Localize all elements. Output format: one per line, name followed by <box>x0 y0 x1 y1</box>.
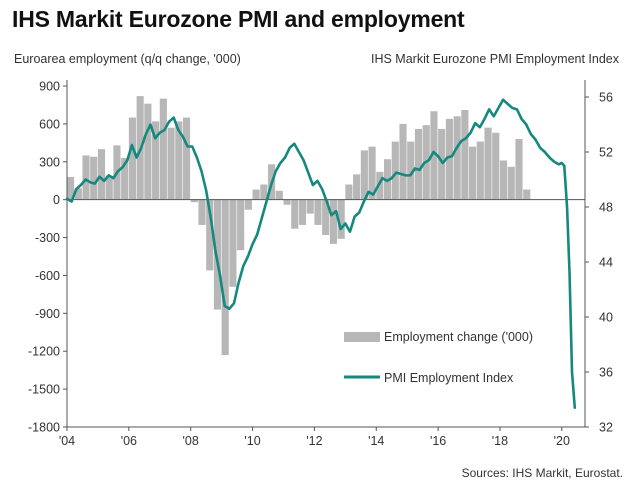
employment-bar <box>167 127 175 200</box>
right-tick-label: 56 <box>599 91 613 105</box>
employment-bar <box>345 184 353 200</box>
left-tick-label: 300 <box>39 155 60 169</box>
employment-bar <box>469 146 477 200</box>
employment-bar <box>322 199 330 236</box>
right-tick-label: 32 <box>599 421 613 435</box>
employment-bar <box>353 174 361 200</box>
employment-bar <box>291 199 299 229</box>
x-tick-label: '16 <box>430 434 446 448</box>
x-tick-label: '10 <box>244 434 260 448</box>
legend-bar-swatch <box>344 332 380 342</box>
employment-bar <box>213 199 222 310</box>
x-tick-label: '12 <box>306 434 322 448</box>
employment-bar <box>399 123 407 200</box>
employment-bar <box>82 155 90 200</box>
employment-bar <box>492 132 500 200</box>
employment-bar <box>275 190 283 200</box>
right-axis-label: IHS Markit Eurozone PMI Employment Index <box>370 52 619 66</box>
employment-bar <box>314 199 322 225</box>
employment-bar <box>128 117 136 200</box>
employment-bar <box>499 160 508 200</box>
employment-bar <box>438 128 446 200</box>
employment-bar <box>221 199 229 356</box>
employment-bar <box>445 118 453 200</box>
employment-bar <box>430 111 438 200</box>
employment-bar <box>159 98 167 200</box>
right-tick-label: 36 <box>599 366 613 380</box>
legend: Employment change ('000) PMI Employment … <box>344 330 533 385</box>
employment-bar <box>252 189 260 200</box>
employment-bar <box>229 199 237 287</box>
legend-bar-label: Employment change ('000) <box>384 330 533 344</box>
right-tick-label: 44 <box>599 256 613 270</box>
left-tick-label: -1500 <box>28 383 60 397</box>
left-tick-label: 0 <box>53 193 60 207</box>
pmi-employment-line <box>65 98 577 410</box>
employment-bar <box>407 141 415 200</box>
left-tick-label: -300 <box>35 231 60 245</box>
employment-bar <box>337 199 345 239</box>
legend-line-label: PMI Employment Index <box>384 371 514 385</box>
right-tick-label: 52 <box>599 146 613 160</box>
employment-bar <box>360 150 368 200</box>
left-tick-label: 600 <box>39 117 60 131</box>
employment-bar <box>306 199 314 214</box>
employment-bar <box>121 157 129 200</box>
left-tick-label: -900 <box>35 307 60 321</box>
employment-bar <box>198 199 206 225</box>
employment-bar <box>376 171 384 200</box>
employment-bar <box>260 184 268 200</box>
employment-bar <box>190 199 198 203</box>
employment-bar <box>298 199 307 225</box>
axes-layer: 900 600 300 0 -300 -600 -900 -1200 -1500 -1800 56 5… <box>28 80 613 449</box>
left-tick-label: -1200 <box>28 345 60 359</box>
employment-bar <box>182 117 191 200</box>
employment-bar <box>283 199 291 205</box>
left-tick-label: -1800 <box>28 421 60 435</box>
x-tick-label: '18 <box>492 434 508 448</box>
employment-bar <box>476 141 484 200</box>
x-tick-label: '20 <box>554 434 570 448</box>
employment-bar <box>461 110 469 200</box>
left-tick-label: -600 <box>35 269 60 283</box>
x-tick-label: '08 <box>183 434 199 448</box>
x-tick-label: '06 <box>121 434 137 448</box>
employment-bar <box>144 103 152 200</box>
employment-bar <box>97 149 106 200</box>
employment-bar <box>414 128 423 200</box>
employment-bar <box>67 176 75 200</box>
left-tick-label: 900 <box>39 80 60 94</box>
source-note: Sources: IHS Markit, Eurostat. <box>461 466 623 480</box>
employment-bar <box>484 127 492 200</box>
employment-bar <box>175 121 183 200</box>
employment-bar <box>523 189 531 200</box>
right-tick-label: 48 <box>599 201 613 215</box>
chart-title: IHS Markit Eurozone PMI and employment <box>12 6 465 32</box>
x-tick-label: '14 <box>368 434 384 448</box>
employment-bar <box>237 199 245 251</box>
employment-bar <box>391 141 399 200</box>
employment-bar <box>515 139 523 200</box>
employment-bar <box>206 199 214 271</box>
employment-bar <box>329 199 337 244</box>
left-axis-label: Euroarea employment (q/q change, '000) <box>14 52 241 66</box>
employment-bar <box>105 175 113 200</box>
bars-layer <box>67 96 531 356</box>
employment-bar <box>74 188 82 200</box>
employment-bar <box>368 146 376 200</box>
employment-bar <box>507 166 515 200</box>
x-tick-label: '04 <box>59 434 75 448</box>
line-layer <box>65 98 577 410</box>
employment-bar <box>152 121 160 200</box>
employment-bar <box>244 199 252 210</box>
right-tick-label: 40 <box>599 311 613 325</box>
employment-bar <box>453 116 461 200</box>
employment-bar <box>90 156 98 200</box>
